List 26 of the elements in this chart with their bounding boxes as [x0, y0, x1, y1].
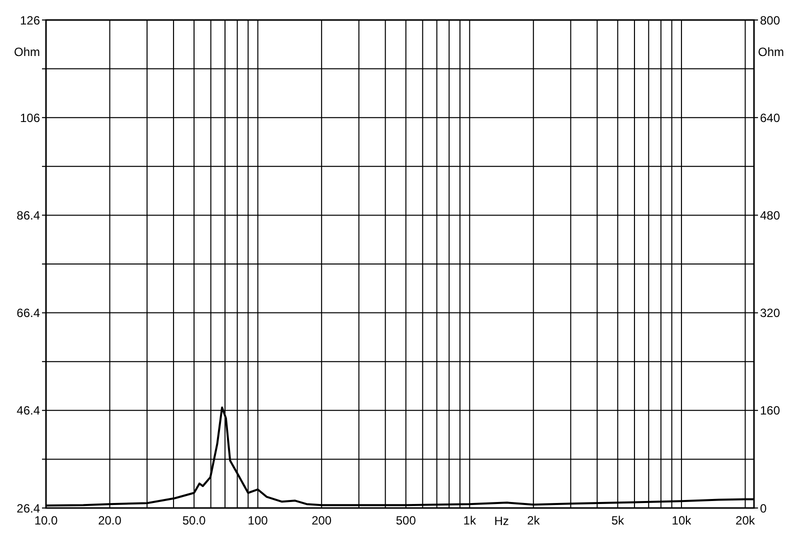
y-tick-label: 126	[20, 13, 40, 28]
x-axis-title: Hz	[494, 514, 509, 528]
x-tick-label: 100	[248, 514, 268, 528]
x-tick-label: 20.0	[98, 514, 122, 528]
y2-tick-label: 160	[760, 404, 780, 418]
x-tick-label: 50.0	[182, 514, 206, 528]
x-tick-label: 5k	[611, 514, 626, 528]
x-tick-label: 10k	[672, 514, 692, 528]
y2-tick-label: 0	[760, 501, 767, 516]
x-tick-label: 500	[396, 514, 416, 528]
y-tick-label: 46.4	[16, 404, 40, 418]
y-tick-label: 106	[20, 110, 40, 125]
y-tick-label: 26.4	[16, 501, 40, 516]
y2-axis-title: Ohm	[758, 45, 784, 59]
y-axis-title: Ohm	[14, 45, 40, 59]
y2-tick-label: 320	[760, 306, 780, 320]
x-tick-label: 200	[312, 514, 332, 528]
y2-tick-label: 800	[760, 13, 780, 28]
x-tick-label: 20k	[736, 514, 756, 528]
y2-tick-label: 640	[760, 110, 780, 125]
y2-tick-label: 480	[760, 208, 780, 222]
x-tick-label: 10.0	[34, 514, 58, 528]
y-tick-label: 66.4	[16, 306, 40, 320]
x-tick-label: 2k	[527, 514, 541, 528]
y-tick-label: 86.4	[16, 208, 40, 222]
x-tick-label: 1k	[463, 514, 477, 528]
